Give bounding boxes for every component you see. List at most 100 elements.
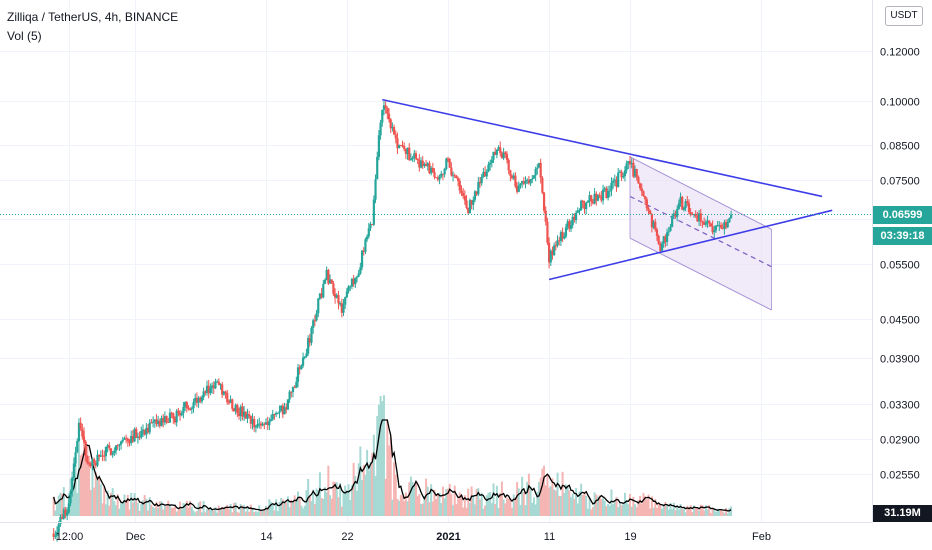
volume-bar [696,507,699,516]
volume-bar [297,491,300,516]
volume-bar [615,497,618,516]
candle [175,408,178,427]
candle [548,237,551,269]
candle [337,290,340,310]
volume-bar [694,507,697,516]
candle [153,419,156,428]
volume-bar [558,496,561,516]
candle [55,526,59,542]
volume-bar [366,449,369,516]
candle [386,106,389,120]
candle [623,166,627,182]
candle [199,396,202,404]
volume-bar [86,445,89,516]
volume-bar [379,395,382,516]
candle [59,514,62,528]
volume-bar [263,509,266,516]
candle [632,158,635,178]
candle [96,450,99,467]
candle [546,217,549,246]
volume-bar [674,510,677,516]
candle [173,416,177,425]
volume-bar [438,492,441,516]
volume-bar [145,498,148,516]
volume-bar [502,499,505,516]
candle [232,408,236,412]
candle [131,430,134,443]
candle [398,144,401,149]
volume-bar [445,488,448,516]
volume-bar [342,492,345,516]
candle [517,181,520,193]
volume-bar [504,503,507,516]
candle [399,144,402,147]
candle [74,446,77,467]
volume-bar [265,505,267,516]
candle [428,160,431,175]
volume-bar [436,494,439,516]
candle [563,232,566,240]
candle [652,219,655,229]
candle [576,207,579,214]
volume-indicator-legend[interactable]: Vol (5) [7,29,42,43]
candle [340,298,343,318]
candle [135,426,138,439]
volume-bar [241,505,244,516]
candle [612,177,615,189]
volume-bar [187,507,190,516]
volume-bar [285,502,288,516]
volume-bar [162,509,165,516]
volume-bar [184,503,187,516]
candle [180,410,183,417]
volume-bar [421,503,424,516]
candle [457,176,460,187]
candle [320,287,323,299]
volume-bar [698,510,701,516]
volume-bar [495,485,498,516]
volume-bar [344,485,347,516]
candle [64,507,67,519]
candle [293,384,296,389]
candle [182,401,185,419]
volume-bar [94,472,97,516]
volume-bar [270,501,273,516]
volume-bar [671,508,674,516]
candle [379,119,382,140]
candle [600,190,603,203]
volume-bar [293,495,296,516]
volume-bar [290,499,293,516]
candle [462,187,465,199]
volume-bar [357,463,360,516]
volume-bar [509,497,512,516]
candle [192,398,195,413]
candle [689,208,692,217]
candle [189,407,192,411]
volume-bar [382,395,385,516]
chart-grid [0,0,872,522]
volume-bar [376,416,379,516]
volume-bar [116,494,119,516]
volume-bar [485,495,488,516]
volume-bar [93,487,96,516]
volume-bar [308,496,311,516]
candle [253,415,256,432]
volume-bar [352,462,355,516]
candle [424,159,428,167]
volume-bar [583,492,586,516]
volume-bar [174,506,176,516]
volume-value-label: 31.19M [873,505,932,522]
trendline [548,209,833,281]
candle [662,235,665,248]
time-tick-label: 12:00 [56,531,84,543]
volume-bar [334,482,337,516]
currency-button[interactable]: USDT [885,6,923,26]
candle [492,151,495,163]
channel-bottom-line [629,237,772,311]
volume-bar [52,496,55,516]
candle [628,156,632,168]
volume-bar [564,484,567,516]
candle [691,212,694,216]
volume-bar [561,471,564,516]
candle [507,158,510,175]
